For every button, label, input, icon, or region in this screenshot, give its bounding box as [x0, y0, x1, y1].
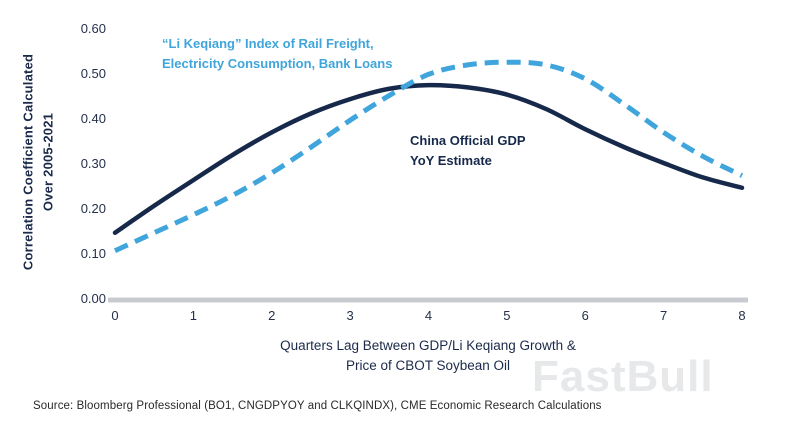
x-tick-label: 0 — [111, 308, 119, 323]
x-tick-label: 8 — [738, 308, 746, 323]
x-axis-title: Quarters Lag Between GDP/Li Keqiang Grow… — [228, 336, 628, 375]
series-line-li-keqiang — [113, 59, 744, 254]
x-tick-label: 5 — [503, 308, 511, 323]
series-label-li-keqiang: “Li Keqiang” Index of Rail Freight, Elec… — [162, 34, 392, 73]
x-axis-title-line2: Price of CBOT Soybean Oil — [345, 357, 511, 373]
source-note: Source: Bloomberg Professional (BO1, CNG… — [33, 400, 602, 412]
y-axis-title-line2: Over 2005-2021 — [40, 112, 55, 212]
y-tick-label: 0.00 — [80, 291, 106, 306]
x-tick-label: 2 — [268, 308, 276, 323]
x-axis-title-line1: Quarters Lag Between GDP/Li Keqiang Grow… — [280, 338, 576, 353]
y-tick-label: 0.50 — [80, 66, 106, 81]
x-tick-label: 6 — [581, 308, 589, 323]
series-label-gdp-line2: YoY Estimate — [410, 152, 492, 168]
series-line-gdp — [112, 82, 745, 235]
series-label-gdp-line1: China Official GDP — [410, 133, 526, 148]
y-tick-label: 0.30 — [80, 156, 106, 171]
x-tick-label: 7 — [660, 308, 668, 323]
series-label-li-keqiang-line2: Electricity Consumption, Bank Loans — [162, 55, 393, 71]
y-tick-label: 0.20 — [80, 201, 106, 216]
y-axis-title-line1: Correlation Coefficient Calculated — [20, 53, 36, 271]
watermark: FastBull — [532, 352, 714, 401]
series-label-gdp: China Official GDP YoY Estimate — [410, 131, 526, 170]
y-tick-label: 0.40 — [80, 111, 106, 126]
y-tick-label: 0.10 — [80, 246, 106, 261]
series-label-li-keqiang-line1: “Li Keqiang” Index of Rail Freight, — [162, 36, 374, 51]
y-axis-title: Correlation Coefficient Calculated Over … — [19, 12, 58, 312]
x-tick-label: 4 — [424, 308, 433, 323]
x-tick-label: 1 — [189, 308, 197, 323]
x-tick-label: 3 — [346, 308, 354, 323]
y-tick-label: 0.60 — [80, 21, 106, 36]
